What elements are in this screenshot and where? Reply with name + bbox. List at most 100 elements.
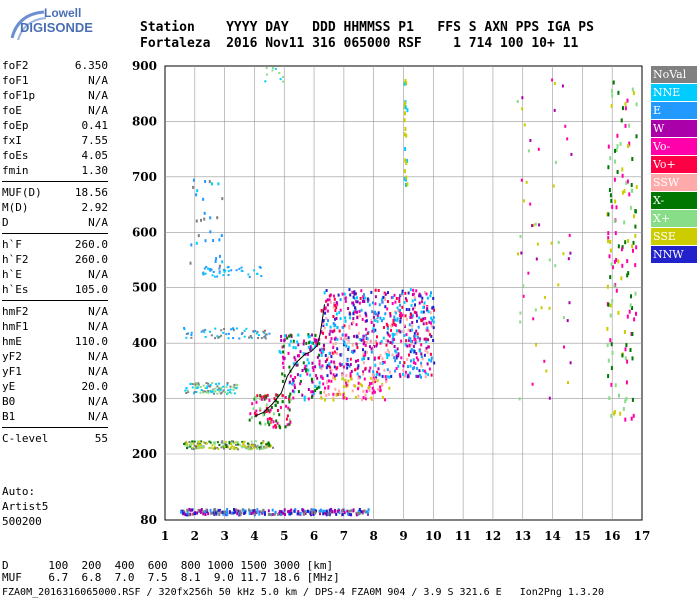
echo-point <box>348 509 351 513</box>
echo-point <box>214 337 216 340</box>
echo-point <box>371 378 374 382</box>
echo-point <box>324 360 327 363</box>
echo-point <box>635 245 638 250</box>
echo-point <box>409 329 412 333</box>
echo-point <box>310 341 313 345</box>
echo-point <box>202 273 205 276</box>
echo-point <box>211 274 214 277</box>
echo-point <box>211 382 214 384</box>
echo-point <box>332 343 335 347</box>
echo-point <box>285 404 288 408</box>
echo-point <box>356 366 359 370</box>
echo-point <box>628 192 631 197</box>
echo-point <box>225 511 228 515</box>
header-line1: Station YYYY DAY DDD HHMMSS P1 FFS S AXN… <box>140 20 594 35</box>
echo-point <box>259 394 262 398</box>
echo-point <box>404 79 407 83</box>
echo-point <box>369 376 372 380</box>
echo-point <box>358 309 361 313</box>
echo-point <box>610 262 613 267</box>
echo-point <box>202 272 205 275</box>
echo-point <box>288 512 290 516</box>
echo-point <box>253 446 256 449</box>
echo-point <box>265 67 268 70</box>
echo-point <box>216 446 219 449</box>
echo-point <box>421 357 424 361</box>
echo-point <box>409 315 412 319</box>
echo-point <box>215 383 218 386</box>
param-row-b1: B1 N/A <box>2 409 108 424</box>
echo-point <box>268 444 271 447</box>
echo-point <box>190 243 193 247</box>
echo-point <box>379 341 382 345</box>
echo-point <box>373 329 376 333</box>
param-value: N/A <box>88 74 108 87</box>
echo-point <box>404 147 407 151</box>
echo-point <box>320 509 323 513</box>
echo-point <box>412 288 415 292</box>
echo-point <box>353 297 356 301</box>
echo-point <box>399 303 401 307</box>
echo-point <box>345 344 348 348</box>
echo-point <box>250 336 253 339</box>
echo-point <box>256 394 259 398</box>
echo-point <box>625 380 628 385</box>
echo-point <box>405 299 408 303</box>
echo-point <box>197 383 200 386</box>
echo-point <box>209 390 212 393</box>
echo-point <box>256 508 259 512</box>
echo-point <box>288 395 291 398</box>
echo-point <box>425 340 428 344</box>
echo-point <box>268 423 271 427</box>
echo-point <box>267 408 270 412</box>
echo-point <box>386 356 389 359</box>
echo-point <box>196 383 199 386</box>
echo-point <box>429 294 432 298</box>
echo-point <box>191 508 194 512</box>
echo-point <box>274 424 277 428</box>
echo-point <box>368 388 371 392</box>
echo-point <box>401 289 404 293</box>
echo-point <box>325 299 328 303</box>
echo-point <box>373 345 376 348</box>
echo-point <box>198 440 201 443</box>
echo-point <box>320 374 323 378</box>
echo-point <box>521 107 524 111</box>
echo-point <box>394 369 397 373</box>
echo-point <box>329 340 332 344</box>
echo-point <box>197 234 200 238</box>
echo-point <box>259 407 262 411</box>
echo-point <box>225 386 228 389</box>
echo-point <box>195 193 198 197</box>
echo-point <box>391 332 394 336</box>
echo-point <box>429 352 432 356</box>
echo-point <box>303 339 305 343</box>
echo-point <box>262 413 265 417</box>
echo-point <box>296 361 299 365</box>
x-tick-label: 11 <box>455 529 472 543</box>
param-label: h`E <box>2 268 22 281</box>
echo-point <box>352 320 355 324</box>
echo-point <box>405 133 408 138</box>
echo-point <box>319 365 322 369</box>
echo-point <box>344 395 346 399</box>
echo-point <box>420 355 423 359</box>
echo-point <box>198 447 201 450</box>
echo-point <box>240 332 243 335</box>
echo-point <box>372 323 375 327</box>
echo-point <box>623 330 626 334</box>
param-label: foEp <box>2 119 29 132</box>
legend-item-nne: NNE <box>651 84 697 101</box>
echo-point <box>346 363 349 367</box>
echo-point <box>381 396 384 399</box>
echo-point <box>629 205 632 210</box>
echo-point <box>333 294 335 298</box>
echo-point <box>189 508 192 512</box>
echo-point <box>354 306 356 310</box>
echo-point <box>624 123 627 128</box>
echo-point <box>262 445 265 448</box>
echo-point <box>372 346 374 349</box>
echo-point <box>632 240 635 245</box>
echo-point <box>226 508 229 511</box>
echo-point <box>190 334 193 336</box>
